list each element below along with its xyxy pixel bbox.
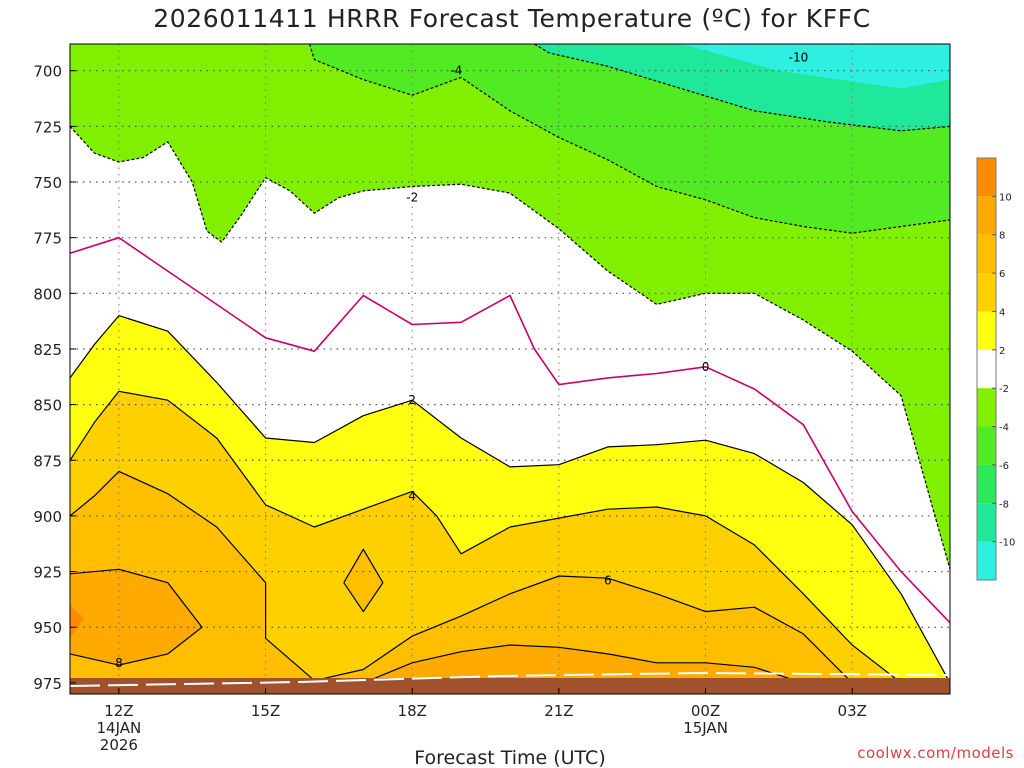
x-tick-label: 15JAN (683, 719, 728, 737)
contour-line (70, 315, 950, 684)
y-tick-label: 700 (33, 63, 62, 81)
fill-6-8-pocket (343, 549, 383, 612)
fill-8-10-west (70, 569, 202, 666)
colorbar-label: -6 (999, 461, 1009, 472)
colorbar-label: -10 (999, 538, 1015, 549)
fill-minus-12 (681, 44, 950, 89)
colorbar-swatch (977, 388, 996, 427)
plot-area (70, 44, 950, 694)
x-tick-label: 12Z (104, 702, 133, 720)
contour-label: 0 (702, 360, 710, 374)
contour-line (70, 236, 950, 624)
y-tick-label: 850 (33, 397, 62, 415)
plot-frame (69, 43, 951, 695)
y-tick-label: 925 (33, 564, 62, 582)
credit-link[interactable]: coolwx.com/models (857, 744, 1014, 762)
contour-label: 4 (408, 489, 416, 503)
y-tick-label: 750 (33, 174, 62, 192)
colorbar-label: 4 (999, 307, 1005, 318)
contour-line (70, 568, 203, 666)
colorbar-swatch (977, 503, 996, 542)
fill-minus-4-pocket (945, 415, 950, 461)
contour-label: 8 (115, 656, 123, 670)
contour-line (70, 390, 902, 684)
colorbar-swatch (977, 426, 996, 465)
y-tick-label: 950 (33, 619, 62, 637)
colorbar-swatch (977, 196, 996, 235)
contour-line (343, 548, 384, 613)
fill-10-12 (70, 605, 85, 639)
fill-6-8 (70, 471, 950, 694)
y-tick-label: 725 (33, 118, 62, 136)
contour-line (309, 44, 950, 234)
y-tick-label: 900 (33, 508, 62, 526)
colorbar-swatch (977, 464, 996, 504)
colorbar-swatch (977, 541, 996, 580)
y-tick-label: 825 (33, 341, 62, 359)
contour-label: -4 (450, 64, 462, 78)
x-tick-label: 21Z (544, 702, 573, 720)
colorbar-label: 2 (999, 346, 1005, 357)
colorbar-swatch (977, 273, 996, 312)
x-tick-label: 14JAN (97, 719, 142, 737)
colorbar-frame (976, 157, 997, 581)
contour-line (534, 44, 950, 132)
contour-line (70, 470, 853, 684)
colorbar-swatch (977, 234, 996, 274)
contour-label: 6 (604, 573, 612, 587)
colorbar-label: -8 (999, 499, 1009, 510)
colorbar-swatch (977, 311, 996, 350)
y-tick-label: 800 (33, 285, 62, 303)
contour-label: -2 (406, 191, 418, 205)
x-tick-label: 15Z (251, 702, 280, 720)
colorbar-label: 10 (999, 192, 1012, 203)
y-tick-label: 875 (33, 452, 62, 470)
colorbar-label: 8 (999, 231, 1005, 242)
contour-label: 2 (408, 393, 416, 407)
x-tick-label: 00Z (691, 702, 720, 720)
contour-label: -10 (789, 50, 809, 64)
colorbar-label: -2 (999, 384, 1009, 395)
x-tick-label: 2026 (100, 736, 138, 754)
colorbar-label: 6 (999, 269, 1005, 280)
colorbar-swatch (977, 158, 996, 197)
colorbar-swatch (977, 349, 996, 389)
colorbar: -10 -8 -6 -4 -2 2 4 6 8 10 (976, 157, 1015, 581)
y-tick-label: 775 (33, 230, 62, 248)
contour-line (363, 644, 804, 684)
y-tick-label: 975 (33, 675, 62, 693)
x-tick-label: 03Z (838, 702, 867, 720)
colorbar-label: -4 (999, 423, 1009, 434)
surface-line (70, 671, 950, 687)
x-axis-label: Forecast Time (UTC) (414, 747, 605, 768)
x-tick-label: 18Z (398, 702, 427, 720)
chart-title: 2026011411 HRRR Forecast Temperature (ºC… (153, 4, 871, 33)
ground-surface (70, 678, 950, 694)
